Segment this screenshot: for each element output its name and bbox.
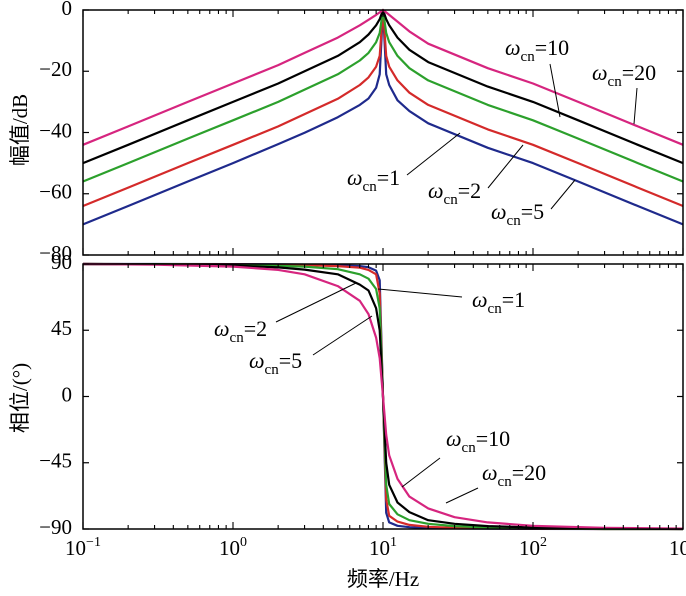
magnitude-label-wcn1: ωcn=1 (347, 165, 400, 195)
phase-leader-wcn1 (377, 288, 463, 298)
magnitude-line-wcn20 (82, 8, 684, 146)
phase-ytick-label: −45 (39, 449, 72, 473)
magnitude-ytick-label: −80 (39, 241, 72, 265)
magnitude-y-axis-title: 幅值/dB (8, 94, 32, 166)
phase-x-ticks: 10−1 100 101 102 103 (65, 264, 686, 560)
magnitude-leader-wcn2 (487, 144, 524, 189)
phase-xtick-label: 101 (369, 535, 397, 560)
magnitude-annotations: ωcn=1 ωcn=2 ωcn=5 ωcn=10 ωcn=20 (347, 35, 656, 229)
phase-series-layer (82, 262, 684, 531)
magnitude-plot-frame (82, 9, 684, 256)
phase-ytick-label: 45 (51, 316, 72, 340)
magnitude-leader-wcn1 (406, 132, 461, 176)
phase-xtick-label: 10−1 (65, 535, 101, 560)
magnitude-line-wcn2 (82, 8, 684, 208)
magnitude-panel: 0 −20 −40 −60 −80 ωcn=1 ωcn=2 ωcn=5 ωcn=10 ωcn=2… (8, 0, 684, 265)
phase-ytick-label: −90 (39, 515, 72, 539)
magnitude-leader-wcn20 (633, 87, 638, 125)
phase-leader-wcn2 (275, 282, 357, 323)
magnitude-line-wcn10 (82, 8, 684, 165)
magnitude-leader-wcn10 (549, 63, 561, 118)
phase-label-wcn10: ωcn=10 (446, 426, 510, 456)
phase-label-wcn20: ωcn=20 (482, 460, 546, 490)
x-axis-title: 频率/Hz (347, 567, 419, 591)
phase-xtick-label: 100 (219, 535, 247, 560)
magnitude-label-wcn2: ωcn=2 (428, 178, 481, 208)
magnitude-series-layer (82, 8, 684, 226)
magnitude-ytick-label: −60 (39, 180, 72, 204)
phase-xtick-label: 103 (669, 535, 686, 560)
phase-y-axis-title: 相位/(°) (8, 363, 32, 433)
magnitude-label-wcn10: ωcn=10 (505, 35, 569, 65)
magnitude-ytick-label: −40 (39, 118, 72, 142)
phase-line-wcn20 (82, 262, 684, 530)
magnitude-line-wcn1 (82, 8, 684, 226)
magnitude-y-ticks: 0 −20 −40 −60 −80 (39, 0, 683, 265)
phase-label-wcn2: ωcn=2 (214, 316, 267, 346)
phase-ytick-label: 90 (51, 250, 72, 274)
magnitude-ytick-label: −20 (39, 57, 72, 81)
magnitude-label-wcn5: ωcn=5 (491, 199, 544, 229)
phase-label-wcn5: ωcn=5 (249, 348, 302, 378)
magnitude-line-wcn5 (82, 8, 684, 183)
magnitude-label-wcn20: ωcn=20 (592, 60, 656, 90)
magnitude-leader-wcn5 (550, 179, 576, 210)
phase-y-ticks: 90 45 0 −45 −90 (39, 250, 683, 539)
phase-leader-wcn10 (401, 457, 441, 488)
phase-leader-wcn5 (312, 315, 373, 356)
phase-leader-wcn20 (445, 487, 479, 504)
magnitude-x-ticks (82, 10, 684, 255)
phase-ytick-label: 0 (62, 382, 73, 406)
phase-xtick-label: 102 (519, 535, 547, 560)
phase-label-wcn1: ωcn=1 (472, 287, 525, 317)
magnitude-ytick-label: 0 (62, 0, 73, 20)
